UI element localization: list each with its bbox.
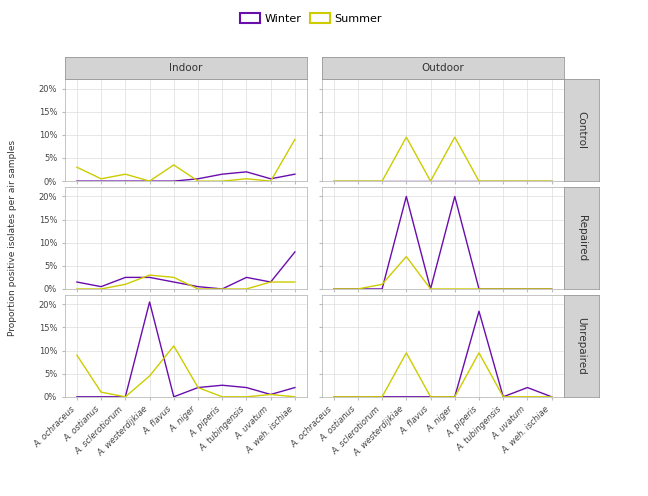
Text: Outdoor: Outdoor: [421, 63, 464, 73]
Text: Unrepaired: Unrepaired: [577, 317, 586, 375]
Legend: Winter, Summer: Winter, Summer: [238, 10, 384, 26]
Text: Control: Control: [577, 111, 586, 149]
Text: Repaired: Repaired: [577, 215, 586, 261]
Text: Proportion positive isolates per air samples: Proportion positive isolates per air sam…: [8, 140, 17, 336]
Text: Indoor: Indoor: [169, 63, 203, 73]
